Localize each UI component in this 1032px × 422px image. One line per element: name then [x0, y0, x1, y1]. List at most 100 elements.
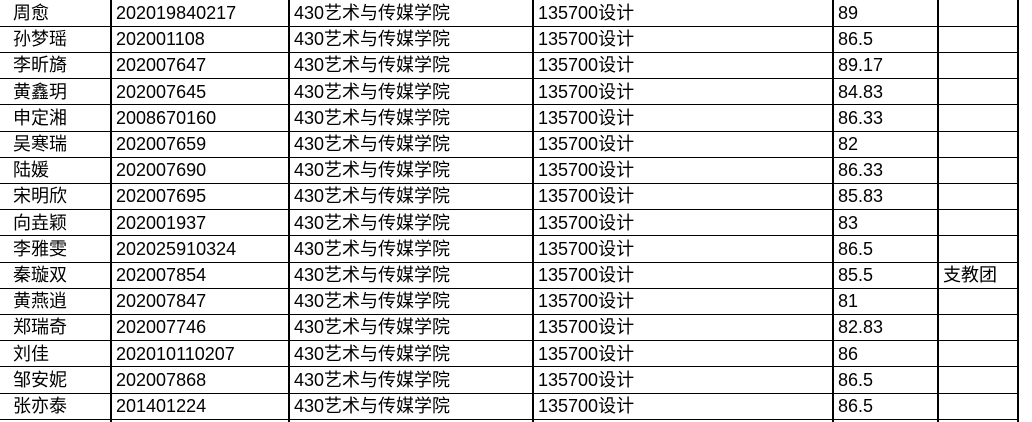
table-cell: 202007690 — [116, 160, 207, 181]
table-cell: 82 — [838, 134, 859, 154]
table-cell — [940, 157, 1018, 183]
table-cell: 430艺术与传媒学院 — [294, 29, 451, 50]
table-cell: 135700设计 — [538, 107, 635, 128]
table-cell: 135700设计 — [538, 238, 635, 259]
table-cell: 135700设计 — [538, 396, 635, 416]
table-cell: 周愈 — [13, 3, 49, 23]
table-cell: 86.5 — [838, 29, 874, 50]
table-cell: 85.5 — [838, 265, 874, 285]
table-cell — [940, 131, 1018, 157]
table-cell: 135700设计 — [538, 3, 635, 23]
row-border — [0, 78, 1018, 80]
table-cell: 202007854 — [116, 265, 207, 285]
table-cell: 86.5 — [838, 396, 874, 416]
table-cell: 202007659 — [116, 134, 207, 154]
table-cell: 135700设计 — [538, 29, 635, 50]
table-cell: 430艺术与传媒学院 — [294, 212, 451, 233]
row-border — [0, 261, 1018, 263]
table-cell: 135700设计 — [538, 55, 635, 76]
table-cell: 202001937 — [116, 212, 207, 233]
table-cell: 430艺术与传媒学院 — [294, 107, 451, 128]
table-cell — [940, 288, 1018, 314]
table-cell: 135700设计 — [538, 160, 635, 181]
table-cell: 86.33 — [838, 160, 884, 181]
table-cell: 李雅雯 — [13, 238, 67, 259]
table-cell: 135700设计 — [538, 212, 635, 233]
row-border — [0, 287, 1018, 289]
table-cell: 89 — [838, 3, 859, 23]
table-cell: 刘佳 — [13, 343, 49, 364]
table-cell: 张亦泰 — [13, 396, 67, 416]
table-cell: 202010110207 — [116, 343, 235, 364]
row-border — [0, 366, 1018, 368]
table-cell: 430艺术与传媒学院 — [294, 186, 451, 207]
table-cell: 201401224 — [116, 396, 207, 416]
row-border — [0, 104, 1018, 106]
row-border — [0, 130, 1018, 132]
table-cell: 430艺术与传媒学院 — [294, 238, 451, 259]
table-cell: 430艺术与传媒学院 — [294, 160, 451, 181]
table-cell — [940, 341, 1018, 367]
table-cell: 430艺术与传媒学院 — [294, 81, 451, 102]
table-cell — [940, 210, 1018, 236]
table-cell: 84.83 — [838, 81, 884, 102]
table-cell: 135700设计 — [538, 265, 635, 285]
table-cell: 430艺术与传媒学院 — [294, 55, 451, 76]
table-cell — [940, 0, 1018, 26]
table-cell: 86 — [838, 343, 859, 364]
column-border — [937, 0, 939, 422]
table-cell: 135700设计 — [538, 186, 635, 207]
table-cell — [940, 52, 1018, 78]
row-border — [0, 235, 1018, 237]
table-cell: 202019840217 — [116, 3, 237, 23]
table-cell: 黄燕逍 — [13, 291, 67, 312]
table-cell — [940, 26, 1018, 52]
table-cell: 86.5 — [838, 238, 874, 259]
table-cell: 135700设计 — [538, 81, 635, 102]
table-cell: 430艺术与传媒学院 — [294, 369, 451, 390]
table-cell: 黄鑫玥 — [13, 81, 67, 102]
table-cell: 430艺术与传媒学院 — [294, 134, 451, 154]
table-cell: 82.83 — [838, 317, 884, 338]
table-cell: 孙梦瑶 — [13, 29, 67, 50]
row-border — [0, 392, 1018, 394]
table-cell: 秦璇双 — [13, 265, 67, 285]
table-cell — [940, 314, 1018, 340]
table-cell: 202007647 — [116, 55, 207, 76]
table-cell: 430艺术与传媒学院 — [294, 291, 451, 312]
column-border — [1017, 0, 1019, 422]
table-cell: 430艺术与传媒学院 — [294, 317, 451, 338]
row-border — [0, 182, 1018, 184]
table-cell: 135700设计 — [538, 134, 635, 154]
row-border — [0, 25, 1018, 27]
table-cell: 2008670160 — [116, 107, 217, 128]
table-cell: 向垚颖 — [13, 212, 67, 233]
table-cell: 86.33 — [838, 107, 884, 128]
table-cell: 83 — [838, 212, 859, 233]
column-border — [532, 0, 534, 422]
table-cell: 135700设计 — [538, 369, 635, 390]
table-cell — [940, 367, 1018, 393]
table-cell: 202007645 — [116, 81, 207, 102]
table-cell — [940, 105, 1018, 131]
table-cell: 86.5 — [838, 369, 874, 390]
table-cell: 宋明欣 — [13, 186, 67, 207]
table-cell: 89.17 — [838, 55, 884, 76]
table-cell: 430艺术与传媒学院 — [294, 396, 451, 416]
table-cell: 430艺术与传媒学院 — [294, 3, 451, 23]
table-cell: 支教团 — [943, 265, 997, 285]
table-cell: 202007695 — [116, 186, 207, 207]
table-cell: 202007746 — [116, 317, 207, 338]
table-cell: 135700设计 — [538, 291, 635, 312]
table-cell: 85.83 — [838, 186, 884, 207]
table-cell: 202007868 — [116, 369, 207, 390]
table-cell: 430艺术与传媒学院 — [294, 265, 451, 285]
table-cell — [940, 183, 1018, 209]
table-cell: 202001108 — [116, 29, 205, 50]
table-cell: 81 — [838, 291, 859, 312]
table-cell: 135700设计 — [538, 317, 635, 338]
row-border — [0, 340, 1018, 342]
table-cell: 陆媛 — [13, 160, 49, 181]
table-cell: 135700设计 — [538, 343, 635, 364]
